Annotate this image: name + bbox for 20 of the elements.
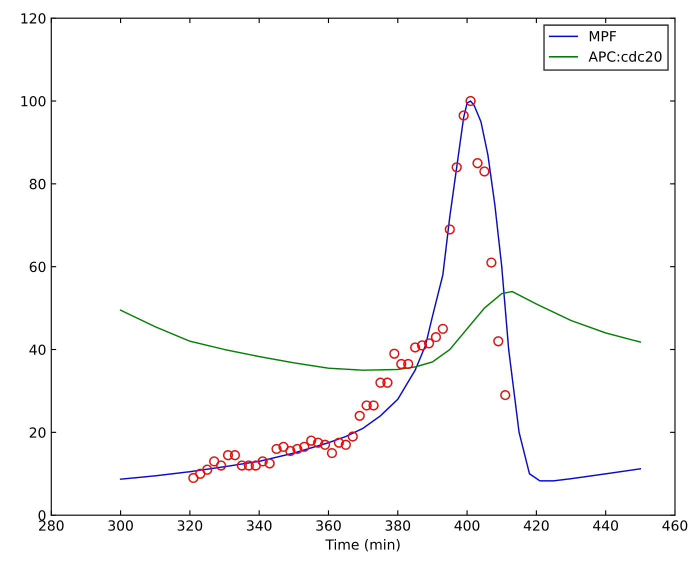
- y-tick-label: 80: [30, 178, 46, 190]
- y-tick-label: 20: [30, 427, 46, 438]
- y-tick-label: 120: [21, 13, 46, 24]
- x-tick-label: 320: [178, 520, 202, 531]
- x-tick-label: 360: [316, 520, 341, 531]
- y-tick-label: 100: [21, 96, 46, 106]
- x-tick-label: 300: [108, 520, 133, 531]
- x-tick-label: 340: [246, 520, 272, 531]
- y-tick-label: 0: [38, 510, 46, 521]
- y-tick-label: 40: [29, 344, 46, 355]
- x-tick-label: 280: [39, 520, 64, 531]
- x-tick-label: 400: [454, 520, 480, 531]
- x-tick-label: 440: [593, 520, 618, 531]
- y-tick-label: 60: [30, 262, 46, 272]
- legend-label: MPF: [590, 31, 616, 42]
- x-tick-label: 380: [386, 520, 410, 531]
- legend-label: APC:cdc20: [588, 51, 662, 62]
- x-tick-label: 460: [662, 520, 688, 531]
- x-axis-title: Time (min): [325, 539, 400, 552]
- x-tick-label: 420: [524, 520, 549, 531]
